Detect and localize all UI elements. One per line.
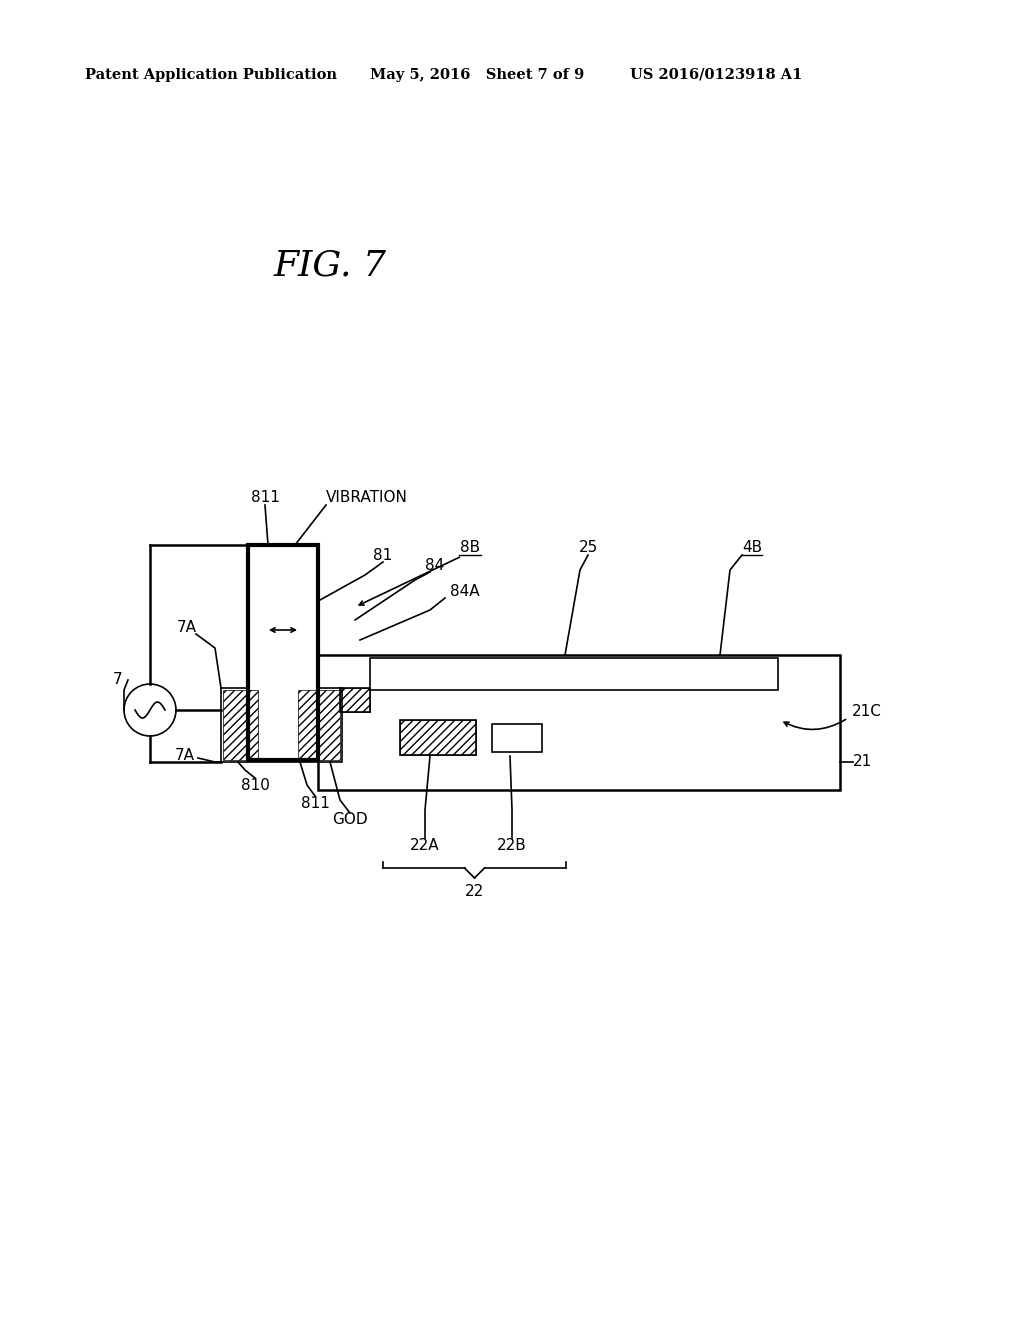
- Text: 21C: 21C: [852, 705, 882, 719]
- Bar: [370, 657, 778, 690]
- Text: 811: 811: [301, 796, 330, 810]
- Text: 7A: 7A: [177, 620, 197, 635]
- Bar: [400, 719, 476, 755]
- Text: 8B: 8B: [460, 540, 480, 556]
- Bar: [221, 688, 342, 762]
- Text: 81: 81: [374, 548, 392, 562]
- Text: May 5, 2016   Sheet 7 of 9: May 5, 2016 Sheet 7 of 9: [370, 69, 585, 82]
- Text: VIBRATION: VIBRATION: [326, 491, 408, 506]
- Bar: [340, 688, 370, 711]
- Text: 22A: 22A: [411, 837, 440, 853]
- Text: 7: 7: [114, 672, 123, 688]
- Text: 25: 25: [579, 540, 598, 556]
- Text: 22: 22: [465, 884, 484, 899]
- FancyBboxPatch shape: [248, 545, 318, 760]
- Bar: [223, 690, 258, 760]
- Bar: [298, 690, 340, 760]
- Text: 84A: 84A: [451, 585, 480, 599]
- Text: 21: 21: [853, 755, 872, 770]
- Text: 22B: 22B: [497, 837, 527, 853]
- Text: 4B: 4B: [742, 540, 762, 556]
- Text: 7A: 7A: [175, 747, 195, 763]
- Bar: [318, 655, 840, 789]
- Text: 84: 84: [425, 557, 444, 573]
- Text: FIG. 7: FIG. 7: [273, 248, 386, 282]
- Text: 810: 810: [241, 777, 269, 792]
- Text: US 2016/0123918 A1: US 2016/0123918 A1: [630, 69, 803, 82]
- Text: GOD: GOD: [332, 813, 368, 828]
- Bar: [340, 688, 370, 711]
- Text: 811: 811: [251, 491, 280, 506]
- Text: Patent Application Publication: Patent Application Publication: [85, 69, 337, 82]
- Bar: [492, 723, 542, 752]
- Bar: [400, 719, 476, 755]
